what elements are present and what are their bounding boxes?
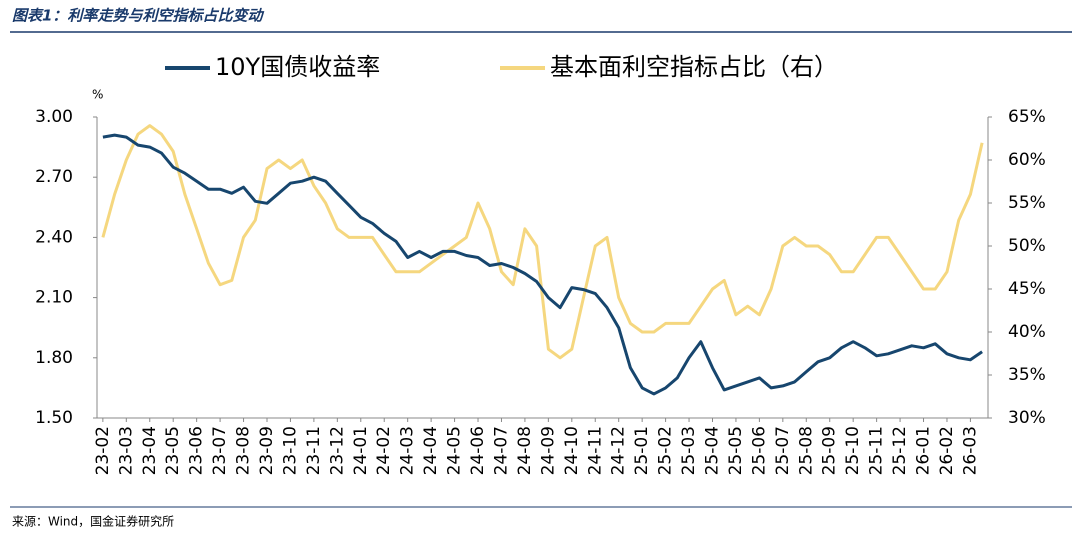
y2-tick-label: 60% [1008,150,1046,170]
x-tick-label: 24-08 [515,426,535,475]
x-tick-label: 25-05 [726,426,746,475]
y2-tick-label: 35% [1008,365,1046,385]
x-tick-label: 25-01 [632,426,652,475]
x-tick-label: 23-06 [187,426,207,475]
x-tick-label: 25-07 [773,426,793,475]
x-tick-label: 25-06 [749,426,769,475]
x-tick-label: 23-03 [116,426,136,475]
y2-tick-label: 65% [1008,107,1046,127]
x-tick-label: 24-12 [609,426,629,475]
y2-tick-label: 45% [1008,279,1046,299]
x-tick-label: 24-07 [491,426,511,475]
y2-tick-label: 30% [1008,408,1046,428]
y-unit: % [92,88,103,102]
y-tick-label: 2.70 [35,167,73,187]
x-tick-label: 24-02 [374,426,394,475]
x-tick-label: 25-12 [890,426,910,475]
x-tick-label: 24-05 [445,426,465,475]
x-tick-label: 26-02 [937,426,957,475]
x-tick-label: 23-12 [327,426,347,475]
x-tick-label: 24-10 [562,426,582,475]
x-tick-label: 23-04 [140,426,160,475]
y-tick-label: 2.40 [35,227,73,247]
x-tick-label: 23-07 [210,426,230,475]
x-tick-label: 25-03 [679,426,699,475]
y2-tick-label: 40% [1008,322,1046,342]
legend-label: 10Y国债收益率 [215,53,380,81]
x-tick-label: 23-08 [234,426,254,475]
y-tick-label: 1.50 [35,408,73,428]
x-tick-label: 24-06 [468,426,488,475]
source: 来源：Wind，国金证券研究所 [12,514,174,529]
series-line [101,124,984,360]
x-tick-label: 24-03 [398,426,418,475]
x-tick-label: 24-04 [421,426,441,475]
y-tick-label: 1.80 [35,348,73,368]
x-tick-label: 25-04 [702,426,722,475]
y2-tick-label: 50% [1008,236,1046,256]
x-tick-label: 25-11 [867,426,887,475]
x-tick-label: 23-11 [304,426,324,475]
x-tick-label: 25-02 [656,426,676,475]
x-tick-label: 24-11 [585,426,605,475]
x-tick-label: 23-10 [280,426,300,475]
x-tick-label: 25-09 [820,426,840,475]
legend-label: 基本面利空指标占比（右） [550,53,838,81]
x-tick-label: 23-02 [93,426,113,475]
y2-tick-label: 55% [1008,193,1046,213]
x-tick-label: 24-09 [538,426,558,475]
x-tick-label: 23-05 [163,426,183,475]
x-tick-label: 26-01 [914,426,934,475]
y-tick-label: 2.10 [35,288,73,308]
x-tick-label: 25-08 [796,426,816,475]
x-tick-label: 24-01 [351,426,371,475]
chart-title: 图表1：利率走势与利空指标占比变动 [12,7,264,25]
x-tick-label: 25-10 [843,426,863,475]
y-tick-label: 3.00 [35,107,73,127]
x-tick-label: 26-03 [960,426,980,475]
series-line [102,133,983,396]
x-tick-label: 23-09 [257,426,277,475]
